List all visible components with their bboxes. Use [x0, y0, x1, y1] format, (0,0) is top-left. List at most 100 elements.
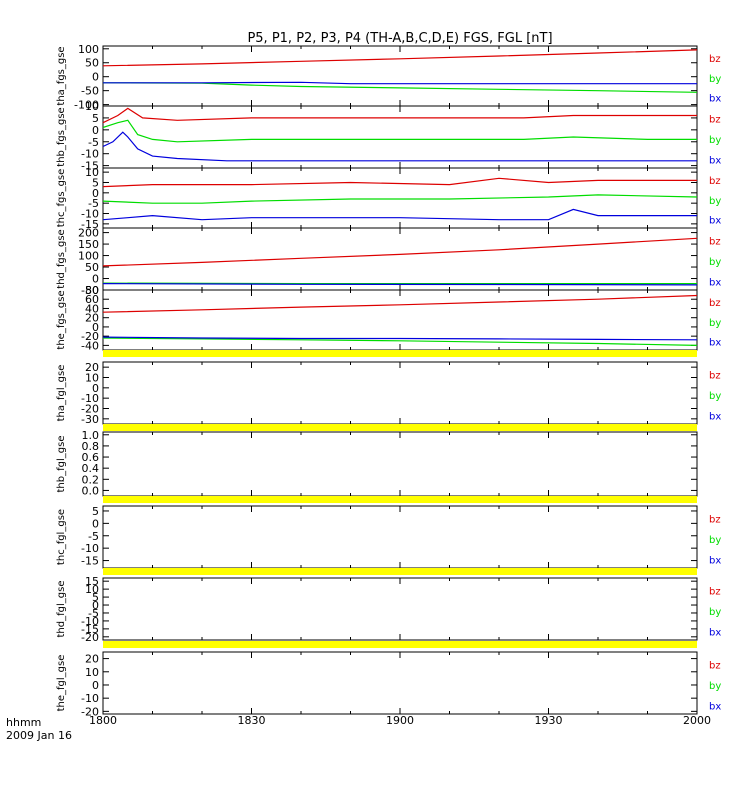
y-axis-label: thd_fgl_gse [56, 581, 67, 638]
y-tick-label: 100 [78, 250, 99, 263]
legend-bx: bx [709, 94, 721, 105]
legend-by: by [709, 196, 721, 207]
legend-by: by [709, 74, 721, 85]
panel-frame [102, 431, 698, 497]
y-tick-label: 80 [85, 284, 99, 297]
y-tick-label: -10 [81, 208, 99, 221]
y-tick-label: -30 [81, 413, 99, 426]
y-tick-label: -50 [81, 284, 99, 297]
legend-bz: bz [709, 114, 721, 125]
y-tick-label: -50 [81, 85, 99, 98]
y-tick-label: 0 [92, 321, 99, 334]
y-tick-label: -20 [81, 705, 99, 718]
y-tick-label: 0 [92, 382, 99, 395]
legend-bx: bx [709, 627, 721, 638]
time-axis-label-hhmm: hhmm [6, 716, 41, 729]
legend-bx: bx [709, 555, 721, 566]
y-tick-label: 0 [92, 679, 99, 692]
y-tick-label: -15 [81, 555, 99, 568]
y-tick-label: 40 [85, 302, 99, 315]
y-tick-label: -15 [81, 160, 99, 173]
series-line-by [102, 194, 698, 204]
panel-frame [102, 45, 698, 107]
y-tick-label: -40 [81, 339, 99, 352]
series-line-by [102, 119, 697, 143]
y-tick-label: 150 [78, 238, 99, 251]
series-line-bz [102, 177, 697, 188]
series-line-bz [102, 294, 698, 313]
legend-by: by [709, 391, 721, 402]
x-tick-label: 1830 [238, 714, 266, 727]
chart-title: P5, P1, P2, P3, P4 (TH-A,B,C,D,E) FGS, F… [247, 31, 552, 46]
legend-bz: bz [709, 54, 721, 65]
flag-bar [103, 568, 697, 575]
y-axis-label: the_fgs_gse [56, 290, 67, 349]
flag-bar [103, 350, 697, 357]
series-line-bx [102, 131, 697, 162]
panel-frame [102, 227, 698, 291]
y-tick-label: -100 [74, 99, 99, 112]
time-axis: 1800 1830 1900 1930 2000 [89, 714, 711, 727]
y-tick-label: -5 [88, 136, 99, 149]
y-tick-label: 0 [92, 124, 99, 137]
legend-bz: bz [709, 586, 721, 597]
y-tick-label: 5 [92, 591, 99, 604]
y-tick-label: 10 [85, 100, 99, 113]
legend-bz: bz [709, 660, 721, 671]
series-line-bx [102, 283, 698, 286]
y-tick-label: 0.2 [82, 473, 100, 486]
x-tick-label: 1930 [535, 714, 563, 727]
y-tick-label: 50 [85, 261, 99, 274]
y-tick-label: 10 [85, 372, 99, 385]
y-tick-label: 0.8 [82, 440, 100, 453]
x-tick-label: 1900 [386, 714, 414, 727]
y-axis-label: the_fgl_gse [56, 655, 67, 712]
series-line-bz [102, 49, 698, 67]
legend-by: by [709, 607, 721, 618]
y-tick-label: 20 [85, 361, 99, 374]
y-tick-label: 0 [92, 187, 99, 200]
legend-bz: bz [709, 176, 721, 187]
y-tick-label: -5 [88, 530, 99, 543]
legend-bx: bx [709, 277, 721, 288]
y-tick-label: -10 [81, 692, 99, 705]
y-tick-label: 60 [85, 293, 99, 306]
legend-bz: bz [709, 298, 721, 309]
y-tick-label: 5 [92, 505, 99, 518]
y-tick-label: 5 [92, 112, 99, 125]
y-tick-label: -10 [81, 392, 99, 405]
y-tick-label: 15 [85, 575, 99, 588]
y-tick-label: 10 [85, 666, 99, 679]
legend-bx: bx [709, 216, 721, 227]
y-tick-label: 200 [78, 227, 99, 240]
time-axis-label-date: 2009 Jan 16 [6, 729, 72, 742]
panel-frame [102, 505, 698, 569]
y-tick-label: -5 [88, 197, 99, 210]
y-tick-label: 0 [92, 599, 99, 612]
y-axis-label: thb_fgl_gse [56, 436, 67, 493]
y-axis-label: thc_fgl_gse [56, 509, 67, 565]
x-tick-label: 2000 [683, 714, 711, 727]
y-tick-label: -10 [81, 148, 99, 161]
legend-by: by [709, 257, 721, 268]
panel-frame [102, 651, 698, 715]
legend-by: by [709, 135, 721, 146]
y-tick-label: -10 [81, 542, 99, 555]
panel-thb_fgl_gse: 1.00.80.60.40.20.0 thb_fgl_gse [56, 429, 698, 497]
legend-bz: bz [709, 370, 721, 381]
y-tick-label: 0 [92, 71, 99, 84]
series-line-by [102, 337, 698, 346]
y-tick-label: 20 [85, 653, 99, 666]
series-line-bx [102, 208, 697, 221]
y-axis-label: thb_fgs_gse [56, 107, 67, 166]
x-tick-label: 1800 [89, 714, 117, 727]
legend-bz: bz [709, 236, 721, 247]
y-tick-label: 10 [85, 166, 99, 179]
y-tick-label: 0 [92, 517, 99, 530]
y-axis-label: tha_fgs_gse [56, 46, 67, 105]
